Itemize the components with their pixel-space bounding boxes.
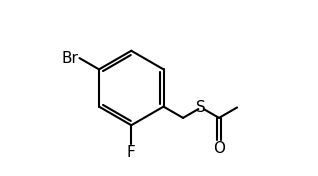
Text: O: O [213, 141, 225, 156]
Text: Br: Br [62, 51, 79, 66]
Text: F: F [127, 145, 136, 160]
Text: S: S [196, 100, 206, 115]
